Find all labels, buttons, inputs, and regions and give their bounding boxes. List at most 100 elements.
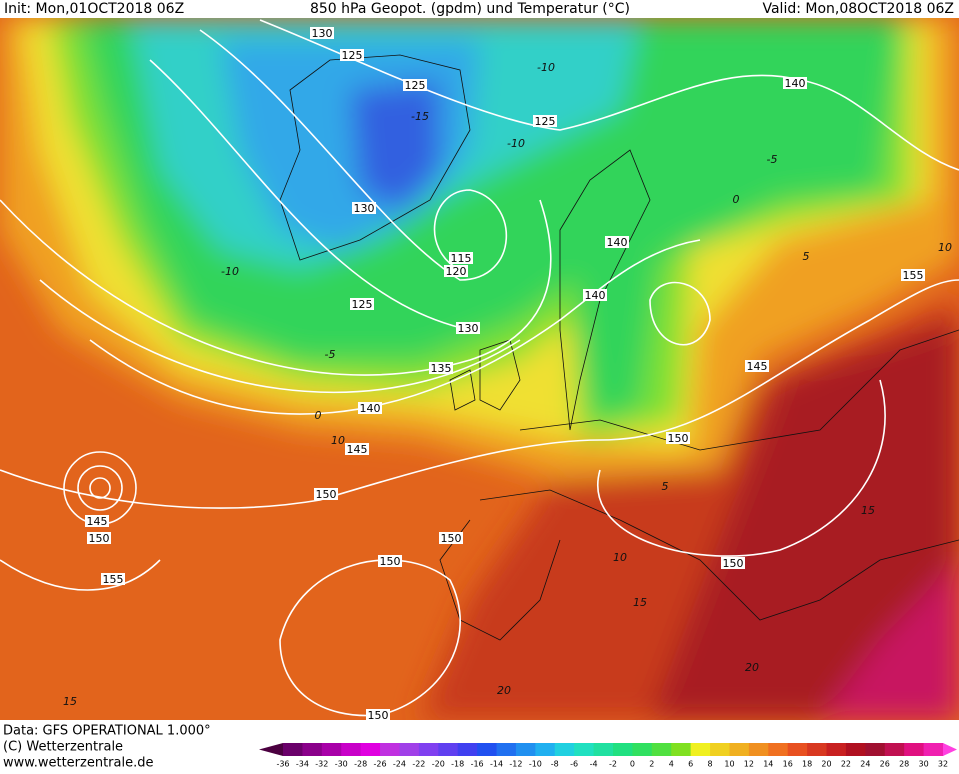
geopotential-label: 125: [352, 298, 373, 311]
legend-label: -14: [490, 760, 503, 769]
geopotential-label: 150: [723, 557, 744, 570]
contour-label-box: [403, 79, 427, 91]
temperature-label: -10: [507, 137, 525, 150]
legend-swatch: [651, 743, 672, 756]
contour-label-box: [456, 322, 480, 334]
geopotential-label: 145: [347, 443, 368, 456]
legend-label: 32: [938, 760, 948, 769]
valid-time: Valid: Mon,08OCT2018 06Z: [762, 1, 954, 17]
temperature-label: 0: [733, 193, 740, 206]
legend-label: -8: [551, 760, 559, 769]
legend-swatch: [496, 743, 517, 756]
legend-label: -24: [393, 760, 406, 769]
legend-label: -32: [315, 760, 328, 769]
geopotential-label: 130: [458, 322, 479, 335]
contour-label-box: [345, 443, 369, 455]
geopotential-label: 130: [354, 202, 375, 215]
contour-label-box: [314, 488, 338, 500]
legend-label: -4: [590, 760, 598, 769]
legend-swatch: [826, 743, 847, 756]
legend-label: -12: [509, 760, 522, 769]
legend-swatch: [380, 743, 400, 756]
geopotential-label: 125: [535, 115, 556, 128]
contour-label-box: [350, 298, 374, 310]
legend-label: 12: [744, 760, 754, 769]
geopotential-label: 145: [87, 515, 108, 528]
geopotential-label: 150: [668, 432, 689, 445]
color-legend: -36 -34 -32 -30 -28 -26 -24 -22 -20 -18 -16 -14 -12-…: [259, 743, 957, 769]
contour-label-box: [85, 515, 109, 527]
geopotential-label: 155: [103, 573, 124, 586]
geopotential-label: 130: [312, 27, 333, 40]
legend-label: 0: [630, 760, 635, 769]
legend-label: 6: [688, 760, 693, 769]
temperature-label: 15: [633, 596, 647, 609]
legend-swatch: [884, 743, 905, 756]
legend-swatch: [360, 743, 381, 756]
legend-swatch: [787, 743, 808, 756]
legend-label: 4: [669, 760, 674, 769]
coastlines: [279, 54, 959, 641]
temperature-label: -15: [411, 110, 429, 123]
geopotential-label: 125: [405, 79, 426, 92]
geopotential-label: 140: [585, 289, 606, 302]
temperature-label: -5: [325, 348, 336, 361]
copyright: (C) Wetterzentrale: [3, 740, 123, 755]
geopotential-label: 120: [446, 265, 467, 278]
legend-label: 8: [708, 760, 713, 769]
legend-label: -26: [374, 760, 387, 769]
legend-swatch: [457, 743, 478, 756]
legend-swatch: [807, 743, 828, 756]
legend-swatch: [748, 743, 769, 756]
legend-swatch: [477, 743, 498, 756]
geopotential-label: 150: [316, 488, 337, 501]
contour-label-box: [340, 49, 364, 61]
legend-swatch: [613, 743, 633, 756]
legend-label: 14: [763, 760, 773, 769]
geopotential-label: 150: [380, 555, 401, 568]
temperature-label: 10: [938, 241, 952, 254]
contour-label-box: [87, 532, 111, 544]
legend-swatch: [923, 743, 944, 756]
contour-label-box: [721, 557, 745, 569]
legend-label: 2: [649, 760, 654, 769]
temperature-label: -10: [221, 265, 239, 278]
legend-swatch: [710, 743, 730, 756]
map-title: 850 hPa Geopot. (gpdm) und Temperatur (°…: [310, 1, 630, 17]
legend-swatch: [632, 743, 653, 756]
contour-label-box: [666, 432, 690, 444]
legend-label: 26: [880, 760, 890, 769]
geopotential-label: 150: [368, 709, 389, 722]
temperature-label: 10: [613, 551, 627, 564]
legend-label: -30: [335, 760, 348, 769]
legend-arrow: [259, 743, 283, 756]
init-time: Init: Mon,01OCT2018 06Z: [4, 1, 184, 17]
legend-swatch: [865, 743, 886, 756]
temperature-label: -5: [767, 153, 778, 166]
contour-label-box: [533, 115, 557, 127]
contour-label-box: [101, 573, 125, 585]
contour-label-box: [429, 362, 453, 374]
geopotential-label: 140: [360, 402, 381, 415]
legend-swatch: [515, 743, 536, 756]
temperature-label: 20: [497, 684, 511, 697]
legend-label: -16: [471, 760, 484, 769]
contour-label-box: [444, 265, 468, 277]
legend-label: -22: [412, 760, 425, 769]
temperature-field: [0, 18, 959, 720]
contour-label-box: [358, 402, 382, 414]
contour-label-box: [605, 236, 629, 248]
legend-label: -6: [570, 760, 578, 769]
legend-swatch: [399, 743, 420, 756]
contour-label-box: [352, 202, 376, 214]
temperature-label: 5: [662, 480, 669, 493]
geopotential-label: 145: [747, 360, 768, 373]
geopotential-label: 140: [785, 77, 806, 90]
legend-swatch: [845, 743, 866, 756]
legend-label: -28: [354, 760, 367, 769]
legend-label: 16: [783, 760, 793, 769]
temperature-label: -10: [537, 61, 555, 74]
legend-label: 20: [821, 760, 831, 769]
temperature-label: 10: [331, 434, 345, 447]
contour-label-box: [310, 27, 334, 39]
